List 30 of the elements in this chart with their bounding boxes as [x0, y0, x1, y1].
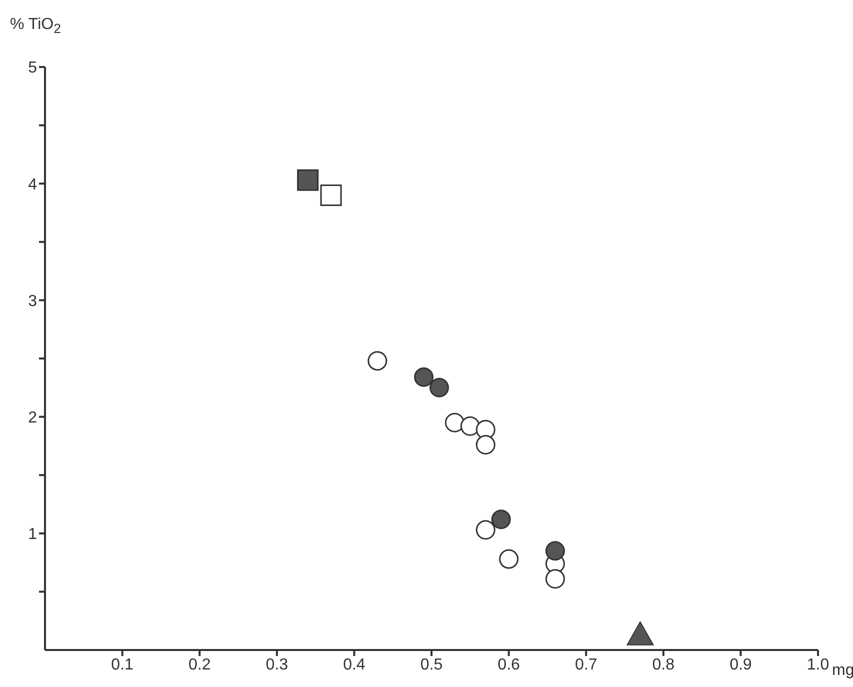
point [499, 549, 519, 569]
point [460, 416, 480, 436]
x-tick-label: 0.1 [111, 656, 134, 674]
point [476, 435, 496, 455]
x-tick-label: 0.6 [498, 656, 520, 674]
point [297, 169, 319, 191]
point [320, 184, 342, 206]
x-tick-label: 0.9 [730, 656, 752, 674]
point [368, 351, 388, 371]
point [444, 412, 464, 432]
point [476, 520, 496, 540]
y-tick-label: 3 [28, 292, 38, 310]
x-tick-label: 0.8 [652, 656, 675, 674]
point [545, 541, 565, 561]
y-tick-label: 5 [28, 60, 38, 77]
x-axis-title: mg [832, 662, 853, 680]
x-tick-label: 0.7 [574, 656, 598, 674]
y-tick-label: 1 [28, 526, 38, 544]
y-tick-label: 2 [28, 409, 38, 426]
x-tick-label: 0.4 [343, 656, 366, 674]
x-tick-label: 1.0 [806, 656, 830, 674]
x-tick-label: 0.5 [420, 656, 443, 674]
x-tick-label: 0.2 [188, 656, 211, 674]
x-tick-label: 0.3 [266, 656, 288, 674]
y-tick-label: 4 [28, 176, 38, 194]
point [414, 367, 434, 387]
point [491, 510, 511, 530]
point [429, 378, 449, 398]
point [545, 569, 565, 589]
y-axis-title: % TiO$_{2}$ [10, 16, 61, 36]
